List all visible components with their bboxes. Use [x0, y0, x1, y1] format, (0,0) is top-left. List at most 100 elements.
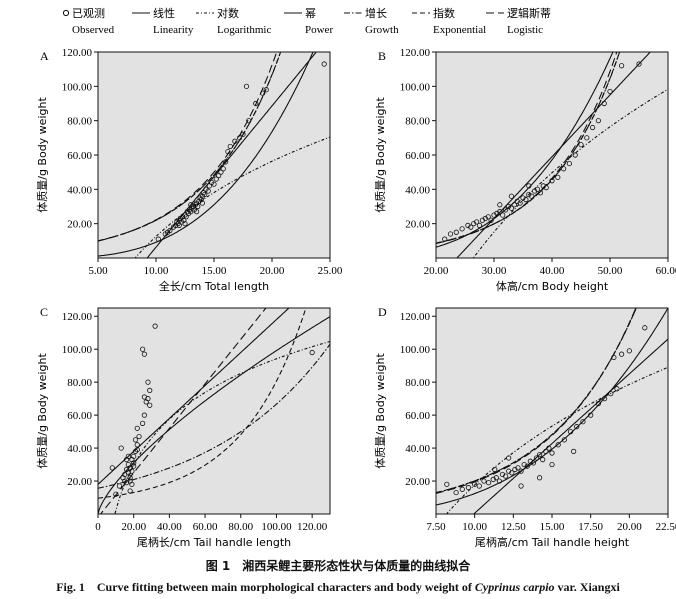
- data-point: [145, 379, 151, 385]
- data-point: [561, 166, 567, 172]
- y-tick-label: 60.00: [67, 150, 92, 162]
- panel-letter: C: [40, 305, 48, 319]
- linearity-curve: [98, 308, 290, 485]
- data-point: [155, 236, 161, 242]
- logarithmic-curve: [472, 88, 668, 258]
- data-point: [497, 202, 503, 208]
- data-point: [584, 135, 590, 141]
- data-point: [109, 465, 115, 471]
- data-point: [459, 226, 465, 232]
- y-tick-label: 40.00: [67, 184, 92, 196]
- data-point: [490, 476, 496, 482]
- data-point: [123, 457, 130, 463]
- data-point: [537, 190, 543, 196]
- legend-label-zh: 增长: [365, 6, 387, 20]
- legend-label-en: Power: [305, 24, 333, 36]
- data-point: [147, 402, 153, 408]
- data-point: [140, 420, 146, 426]
- x-tick-label: 12.50: [501, 521, 526, 533]
- plot-area: [435, 307, 669, 515]
- y-tick-label: 20.00: [405, 476, 430, 488]
- legend-label-en: Exponential: [433, 24, 486, 36]
- y-tick-label: 20.00: [67, 476, 92, 488]
- y-tick-label: 20.00: [67, 219, 92, 231]
- x-tick-label: 30.00: [482, 265, 507, 277]
- x-tick-label: 15.00: [540, 521, 565, 533]
- data-point: [511, 202, 517, 208]
- data-point: [611, 354, 617, 361]
- data-point: [555, 442, 561, 448]
- chart-panel-c: C 20.00 40.00 60.00 80.00 100.00 120.00 0 20.00 4…: [35, 305, 331, 549]
- legend-label-zh: 对数: [217, 6, 239, 20]
- data-point: [218, 169, 224, 175]
- legend-label-zh: 线性: [153, 6, 175, 20]
- data-point: [567, 429, 574, 435]
- power-curve: [436, 308, 668, 506]
- data-point: [578, 142, 584, 148]
- logarithmic-curve: [114, 340, 330, 514]
- data-point: [618, 63, 625, 69]
- linearity-curve: [472, 338, 668, 514]
- data-point: [459, 486, 465, 492]
- data-point: [493, 475, 499, 481]
- data-point: [509, 470, 515, 476]
- data-point: [537, 475, 543, 481]
- data-point: [182, 221, 188, 227]
- y-tick-label: 80.00: [405, 377, 430, 389]
- data-point: [500, 212, 506, 218]
- x-tick-label: 10.00: [462, 521, 487, 533]
- data-point: [561, 437, 567, 443]
- legend-symbol-observed: [62, 9, 70, 17]
- data-point: [503, 473, 509, 479]
- y-tick-label: 80.00: [405, 116, 430, 128]
- data-point: [580, 419, 586, 425]
- y-tick-label: 100.00: [400, 344, 431, 356]
- data-point: [195, 203, 201, 210]
- y-axis-label: 体质量/g Body weight: [35, 97, 49, 213]
- data-point: [141, 412, 147, 418]
- data-point: [260, 90, 266, 96]
- data-point: [132, 437, 139, 443]
- data-point: [476, 222, 483, 228]
- x-tick-label: 15.00: [202, 265, 227, 277]
- x-tick-label: 50.00: [598, 265, 623, 277]
- linearity-curve: [146, 52, 317, 258]
- x-tick-label: 40.00: [157, 521, 182, 533]
- x-tick-label: 5.00: [88, 265, 108, 277]
- plot-area: [97, 307, 331, 515]
- panel-a: A 20.00 40.00 60.00 80.00 100.00 120.00 5.00 10.…: [0, 44, 343, 296]
- data-point: [131, 453, 137, 459]
- data-point: [485, 214, 491, 220]
- x-tick-label: 25.00: [318, 265, 343, 277]
- data-point: [524, 463, 530, 469]
- y-tick-label: 60.00: [405, 150, 430, 162]
- legend-label-en: Logistic: [507, 24, 543, 36]
- legend-label-en: Logarithmic: [217, 24, 271, 36]
- data-point: [136, 433, 142, 440]
- data-point: [506, 455, 512, 461]
- data-point: [246, 118, 252, 124]
- data-point: [127, 475, 133, 481]
- data-point: [134, 442, 140, 448]
- data-point: [508, 205, 514, 211]
- data-point: [263, 87, 269, 93]
- logarithmic-curve: [134, 136, 330, 258]
- data-point: [508, 193, 514, 199]
- observed-points: [155, 61, 327, 242]
- data-point: [253, 100, 259, 107]
- data-point: [572, 152, 578, 158]
- data-point: [488, 217, 494, 223]
- y-tick-label: 20.00: [405, 219, 430, 231]
- panel-letter: B: [378, 49, 386, 63]
- data-point: [497, 209, 503, 215]
- data-point: [527, 458, 533, 464]
- data-point: [127, 488, 133, 494]
- fitted-curves: [98, 52, 330, 258]
- data-point: [205, 188, 211, 194]
- x-tick-label: 17.50: [578, 521, 603, 533]
- data-point: [444, 481, 450, 487]
- y-tick-label: 40.00: [67, 443, 92, 455]
- data-point: [549, 450, 555, 456]
- y-tick-label: 60.00: [405, 410, 430, 422]
- data-point: [537, 452, 543, 458]
